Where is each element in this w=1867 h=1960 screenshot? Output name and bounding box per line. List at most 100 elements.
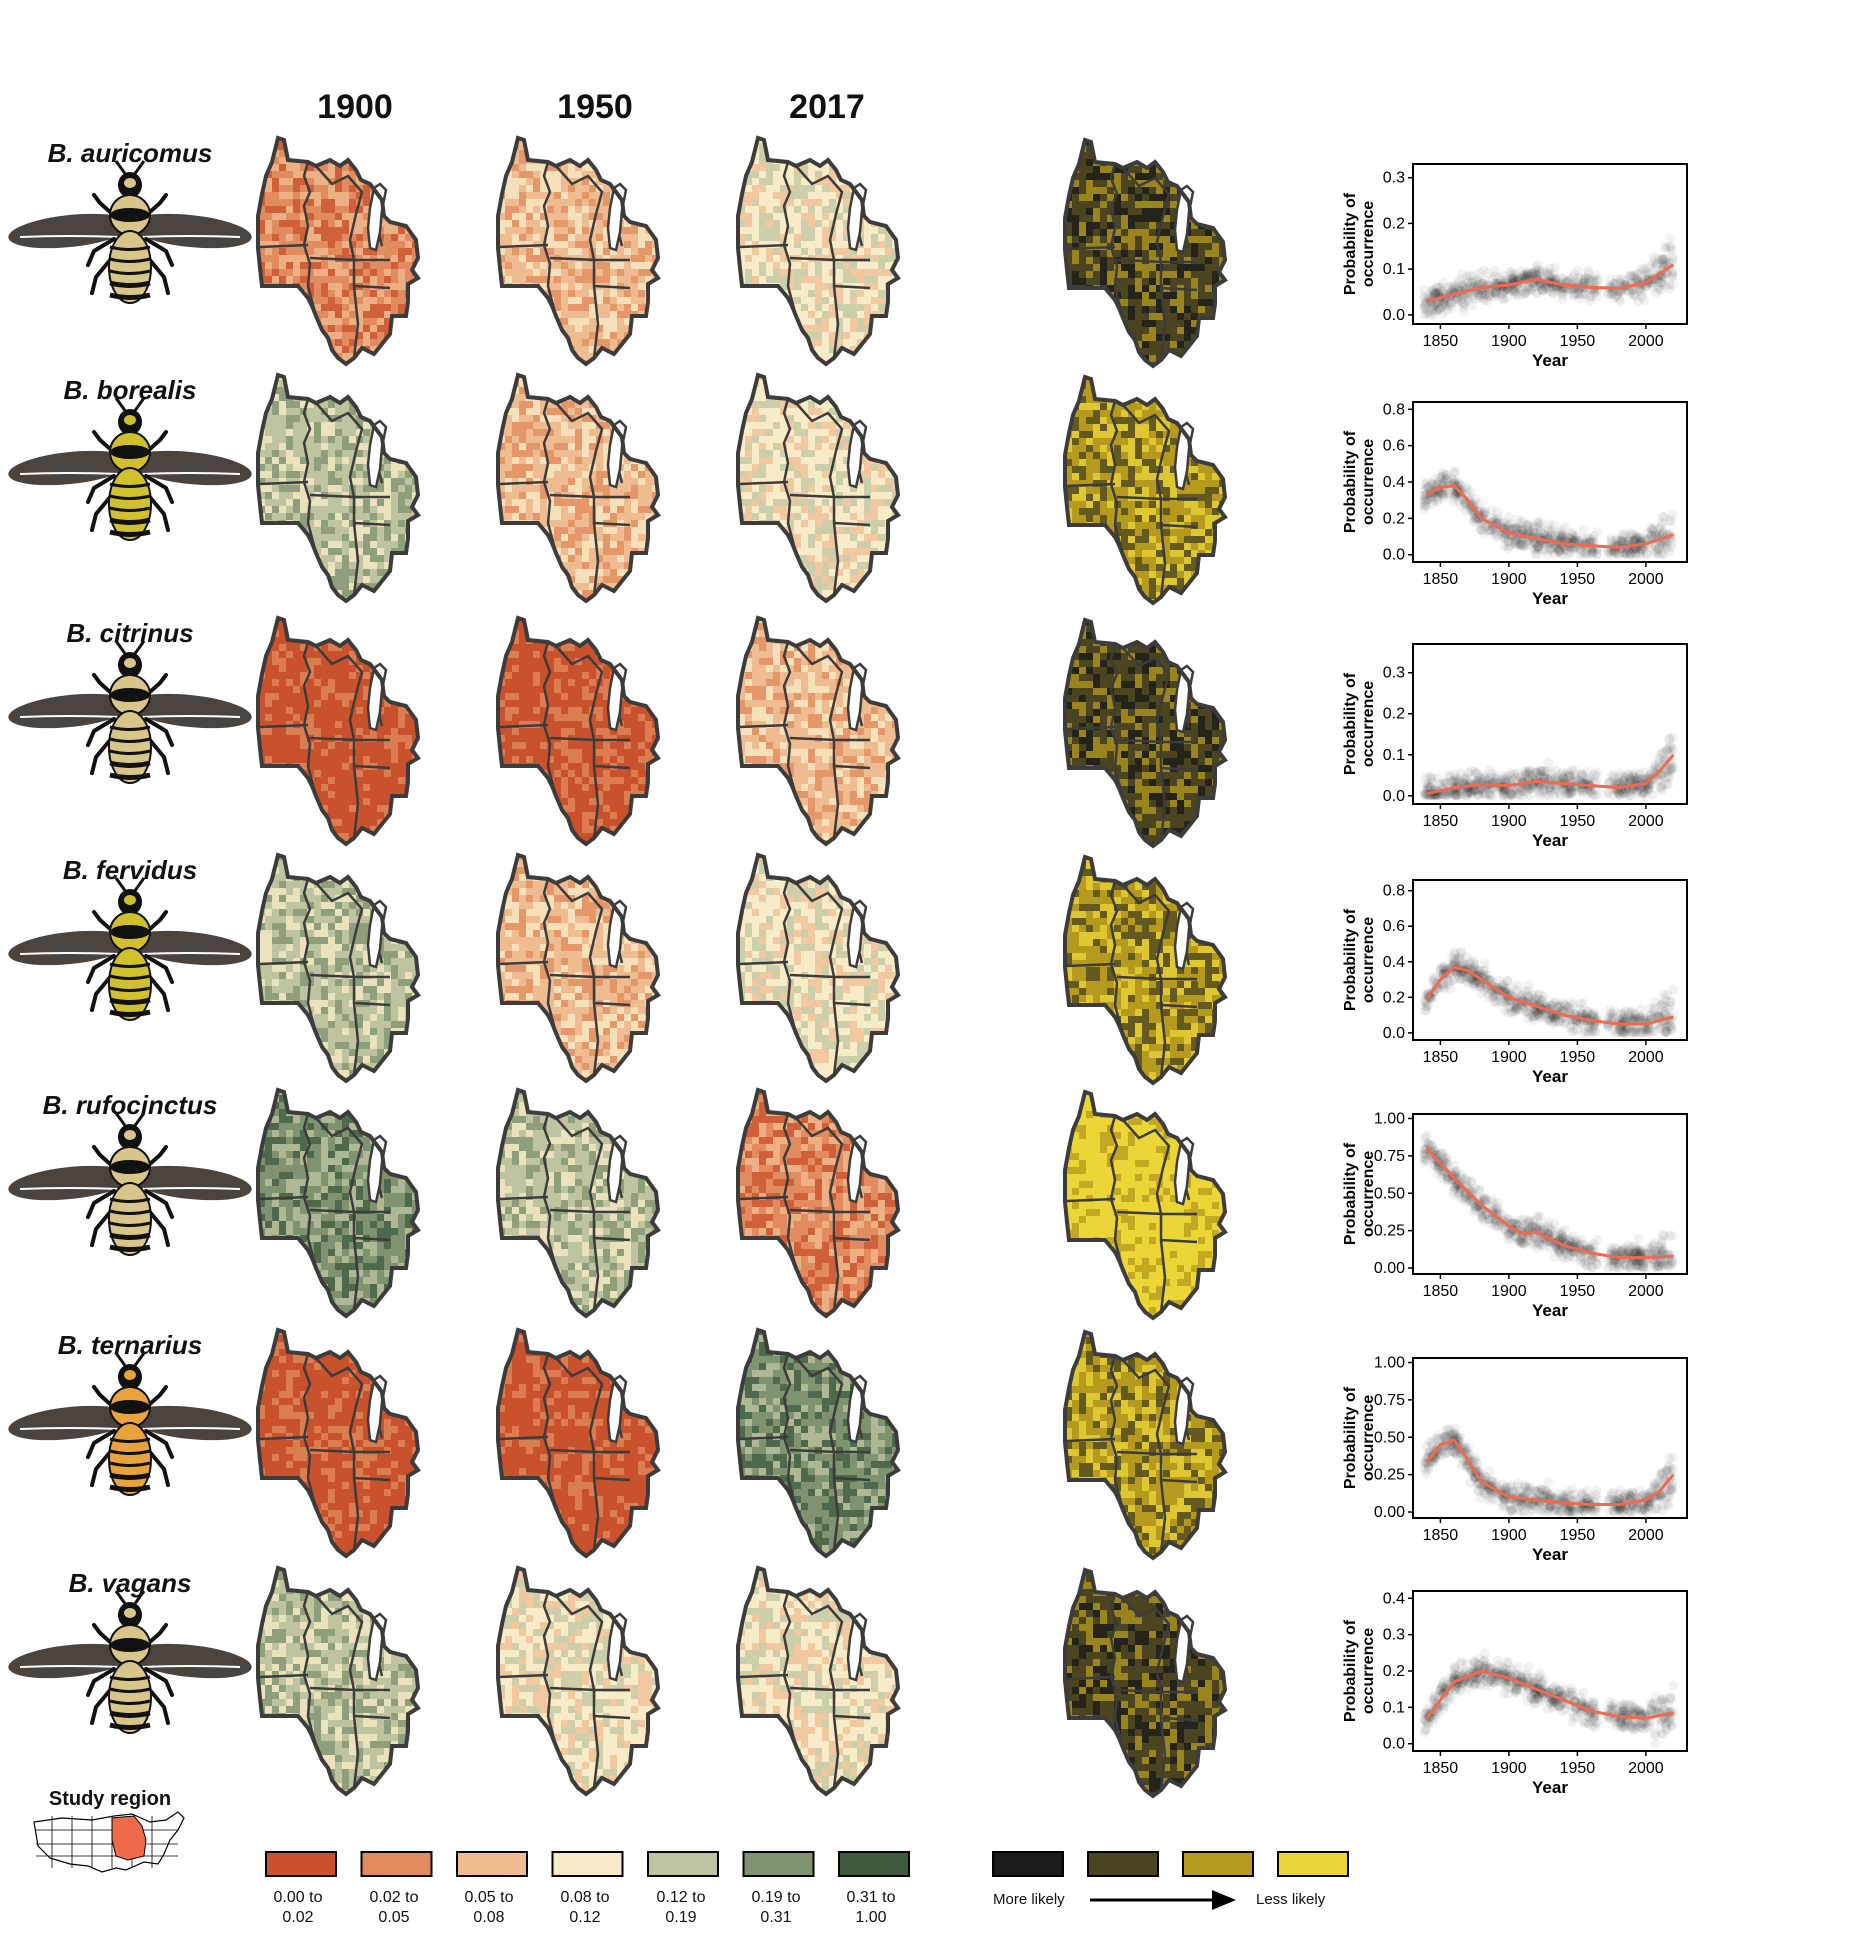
x-tick-label: 1850 bbox=[1423, 333, 1459, 350]
x-axis-label: Year bbox=[1532, 1301, 1568, 1320]
change-map bbox=[1063, 138, 1227, 368]
occurrence-map bbox=[496, 1328, 660, 1558]
arrow-head-icon bbox=[1212, 1890, 1236, 1910]
y-tick-label: 0.1 bbox=[1383, 1699, 1405, 1716]
y-tick-label: 0.4 bbox=[1383, 954, 1405, 971]
y-tick-label: 0.6 bbox=[1383, 438, 1405, 455]
y-tick-label: 0.0 bbox=[1383, 788, 1405, 805]
y-tick-label: 0.50 bbox=[1374, 1185, 1405, 1202]
y-tick-label: 0.2 bbox=[1383, 1663, 1405, 1680]
change-legend-swatch bbox=[1182, 1851, 1254, 1877]
year-header-2017: 2017 bbox=[789, 88, 865, 126]
x-tick-label: 1850 bbox=[1423, 1527, 1459, 1544]
occurrence-map bbox=[256, 373, 420, 603]
y-tick-label: 0.8 bbox=[1383, 883, 1405, 900]
x-tick-label: 1900 bbox=[1491, 1283, 1527, 1300]
species-label: B. ternarius bbox=[57, 1330, 203, 1360]
x-axis-label: Year bbox=[1532, 1778, 1568, 1797]
x-axis-label: Year bbox=[1532, 1067, 1568, 1086]
x-tick-label: 1850 bbox=[1423, 1283, 1459, 1300]
occurrence-map bbox=[736, 1566, 900, 1796]
trend-line bbox=[1425, 965, 1674, 1026]
study-region-label: Study region bbox=[48, 1788, 172, 1810]
occurrence-legend-swatch bbox=[838, 1851, 910, 1877]
y-tick-label: 0.6 bbox=[1383, 918, 1405, 935]
occurrence-legend-label: 0.08 to 0.12 bbox=[560, 1889, 610, 1926]
study-region-map bbox=[33, 1811, 185, 1873]
x-tick-label: 2000 bbox=[1628, 571, 1664, 588]
y-axis-label: Probability ofoccurrence bbox=[1342, 1619, 1377, 1722]
trend-line bbox=[1426, 263, 1675, 303]
change-legend-swatch bbox=[992, 1851, 1064, 1877]
x-tick-label: 1950 bbox=[1560, 1049, 1596, 1066]
x-tick-label: 1900 bbox=[1491, 1760, 1527, 1777]
species-label: B. rufocinctus bbox=[42, 1090, 218, 1120]
occurrence-map bbox=[736, 1328, 900, 1558]
y-tick-label: 0.4 bbox=[1383, 1590, 1405, 1607]
occurrence-map bbox=[256, 1328, 420, 1558]
y-tick-label: 0.75 bbox=[1374, 1148, 1405, 1165]
x-tick-label: 1850 bbox=[1423, 1049, 1459, 1066]
change-map bbox=[1063, 855, 1227, 1085]
y-axis-label: Probability ofoccurrence bbox=[1342, 192, 1377, 295]
x-tick-label: 1900 bbox=[1491, 1527, 1527, 1544]
probability-plot: 0.0 0.2 0.4 0.6 0.8 1850 1900 1950 2000 Year Proba… bbox=[1342, 879, 1688, 1086]
occurrence-map bbox=[256, 1566, 420, 1796]
y-tick-label: 0.1 bbox=[1383, 261, 1405, 278]
change-legend-swatch bbox=[1277, 1851, 1349, 1877]
bee-icon bbox=[8, 397, 252, 541]
x-tick-label: 2000 bbox=[1628, 1049, 1664, 1066]
y-axis-label: Probability ofoccurrence bbox=[1342, 908, 1377, 1011]
y-tick-label: 0.8 bbox=[1383, 401, 1405, 418]
occurrence-map bbox=[496, 1088, 660, 1318]
scatter-cloud bbox=[1419, 732, 1679, 801]
y-tick-label: 0.3 bbox=[1383, 170, 1405, 187]
x-tick-label: 1950 bbox=[1560, 1283, 1596, 1300]
x-tick-label: 1950 bbox=[1560, 1760, 1596, 1777]
x-axis-label: Year bbox=[1532, 351, 1568, 370]
occurrence-legend-label: 0.00 to 0.02 bbox=[273, 1889, 323, 1926]
y-tick-label: 0.2 bbox=[1383, 989, 1405, 1006]
occurrence-legend-label: 0.12 to 0.19 bbox=[656, 1889, 706, 1926]
bee-icon bbox=[8, 1352, 252, 1496]
trend-line bbox=[1426, 753, 1675, 796]
x-tick-label: 2000 bbox=[1628, 813, 1664, 830]
study-region-highlight bbox=[111, 1815, 147, 1861]
y-axis-label: Probability ofoccurrence bbox=[1342, 672, 1377, 775]
y-tick-label: 0.0 bbox=[1383, 307, 1405, 324]
x-tick-label: 1900 bbox=[1491, 813, 1527, 830]
y-tick-label: 1.00 bbox=[1374, 1354, 1405, 1371]
x-tick-label: 1850 bbox=[1423, 813, 1459, 830]
y-tick-label: 0.3 bbox=[1383, 1627, 1405, 1644]
occurrence-map bbox=[256, 1088, 420, 1318]
x-tick-label: 2000 bbox=[1628, 1283, 1664, 1300]
probability-plot: 0.0 0.1 0.2 0.3 0.4 1850 1900 1950 2000 Year Proba… bbox=[1342, 1590, 1688, 1797]
occurrence-map bbox=[256, 616, 420, 846]
occurrence-map bbox=[496, 853, 660, 1083]
trend-line bbox=[1425, 1669, 1674, 1720]
occurrence-map bbox=[736, 373, 900, 603]
bee-icon bbox=[8, 877, 252, 1021]
occurrence-legend-label: 0.19 to 0.31 bbox=[751, 1889, 801, 1926]
x-tick-label: 1950 bbox=[1560, 813, 1596, 830]
probability-plot: 0.0 0.2 0.4 0.6 0.8 1850 1900 1950 2000 Year Proba… bbox=[1342, 401, 1688, 608]
occurrence-legend-swatch bbox=[742, 1851, 815, 1877]
species-label: B. auricomus bbox=[47, 138, 213, 168]
x-tick-label: 1950 bbox=[1560, 571, 1596, 588]
trend-line bbox=[1425, 1147, 1674, 1260]
less-likely-label: Less likely bbox=[1256, 1891, 1326, 1908]
y-tick-label: 0.00 bbox=[1374, 1504, 1405, 1521]
occurrence-map bbox=[736, 136, 900, 366]
change-map bbox=[1063, 618, 1227, 848]
plot-frame bbox=[1412, 163, 1688, 325]
scatter-cloud bbox=[1419, 1130, 1678, 1273]
y-tick-label: 1.00 bbox=[1374, 1110, 1405, 1127]
species-label: B. borealis bbox=[63, 375, 197, 405]
occurrence-legend-swatch bbox=[360, 1851, 433, 1877]
more-likely-label: More likely bbox=[993, 1891, 1065, 1908]
occurrence-map bbox=[496, 616, 660, 846]
probability-plot: 0.0 0.1 0.2 0.3 1850 1900 1950 2000 Year Probabil… bbox=[1342, 643, 1688, 850]
bee-icon bbox=[8, 1590, 252, 1734]
